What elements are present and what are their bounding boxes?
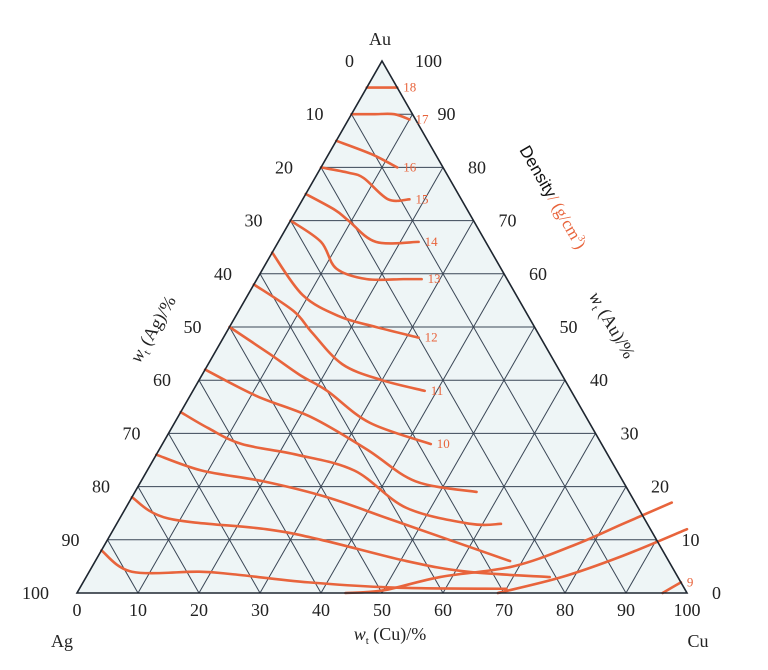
grid-line-ag [168,433,261,594]
left-tick-label: 40 [214,264,232,284]
bottom-tick-label: 0 [73,600,82,620]
density-title-word: Density [516,142,561,201]
grid-line-ag [198,379,322,594]
right-tick-label: 0 [712,583,721,603]
left-tick-label: 60 [153,370,171,390]
right-tick-label: 90 [438,104,456,124]
bottom-tick-label: 60 [434,600,452,620]
grid-line-cu [137,113,413,594]
grid-line-cu [442,379,566,594]
left-axis-label-sub: t [141,348,153,357]
right-tick-label: 70 [499,211,517,231]
left-axis-label: wt (Ag)/% [126,292,183,367]
left-tick-label: 70 [123,423,141,443]
bottom-tick-label: 80 [556,600,574,620]
density-contour-line [319,166,411,203]
left-tick-label: 10 [306,104,324,124]
left-tick-label: 20 [275,157,293,177]
density-contour-line [496,527,689,595]
left-tick-label: 30 [245,211,263,231]
density-title-unit: / (g/cm [544,191,585,243]
bottom-tick-label: 70 [495,600,513,620]
grid-line-cu [564,486,627,594]
density-title-sup: 3 [575,233,587,243]
right-tick-label: 30 [621,423,639,443]
left-tick-label: 90 [62,530,80,550]
right-tick-label: 60 [529,264,547,284]
bottom-tick-label: 30 [251,600,269,620]
density-contour-line [203,368,478,494]
density-contour-label: 12 [425,330,438,345]
grid-line-ag [137,486,200,594]
density-contour-label: 13 [428,271,441,286]
vertex-label-au: Au [369,29,391,49]
left-tick-label: 50 [184,317,202,337]
density-contour-label: 14 [425,234,439,249]
right-axis-label: wt (Au)/% [583,288,640,363]
x-axis-label: wt (Cu)/% [354,624,427,647]
density-contour-line [304,192,420,245]
contour-labels: 18 17 16 15 14 13 12 11 10 9 [403,80,693,590]
left-tick-label: 80 [92,477,110,497]
x-axis-label-sub: t [366,635,369,647]
grid-line-cu [503,433,596,594]
bottom-tick-label: 40 [312,600,330,620]
grid-line-cu [381,326,535,594]
right-tick-label: 10 [682,530,700,550]
grid-line-cu [625,539,657,594]
density-contour-line [344,501,674,595]
density-contour-label: 10 [437,436,450,451]
tick-labels: 0 10 20 30 40 50 60 70 80 90 100100908070605040302… [22,51,721,620]
grid-line-cu [259,220,474,594]
grid-line-ag [107,539,139,594]
density-contour-label: 16 [403,159,417,174]
density-contour-line [289,219,423,282]
density-contour-label: 18 [403,80,416,95]
left-tick-label: 100 [22,583,49,603]
right-tick-label: 20 [651,477,669,497]
vertex-label-cu: Cu [687,631,708,651]
density-contour-line [155,453,512,563]
density-title: Density/ (g/cm3) [516,142,590,252]
density-contour-line [334,139,399,169]
left-tick-label: 0 [345,51,354,71]
density-contour-line [350,112,411,121]
vertex-label-ag: Ag [51,631,73,651]
grid-line-ag [351,113,627,594]
density-contours [100,86,689,595]
bottom-tick-label: 90 [617,600,635,620]
right-axis-label-rest: (Au)/% [592,301,639,362]
bottom-tick-label: 100 [674,600,701,620]
bottom-tick-label: 20 [190,600,208,620]
density-contour-label: 9 [687,574,694,589]
density-contour-line [228,325,433,446]
density-contour-label: 11 [431,383,444,398]
density-contour-line [179,410,503,527]
density-contour-label: 17 [415,112,429,127]
right-tick-label: 80 [468,157,486,177]
right-tick-label: 40 [590,370,608,390]
x-axis-label-main: w [354,624,366,644]
triangle-grid [107,113,657,594]
left-axis-label-rest: (Ag)/% [133,292,180,353]
density-contour-line [252,283,426,393]
triangle-border [75,59,689,594]
grid-line-ag [290,220,505,594]
bottom-tick-label: 10 [129,600,147,620]
density-contour-line [130,495,552,579]
density-contour-line [100,549,508,591]
bottom-tick-label: 50 [373,600,391,620]
x-axis-label-rest: (Cu)/% [369,624,427,645]
right-tick-label: 50 [560,317,578,337]
right-tick-label: 100 [415,51,442,71]
density-contour-line [270,251,420,339]
density-contour-label: 15 [415,191,428,206]
right-axis-label-sub: t [589,304,601,313]
